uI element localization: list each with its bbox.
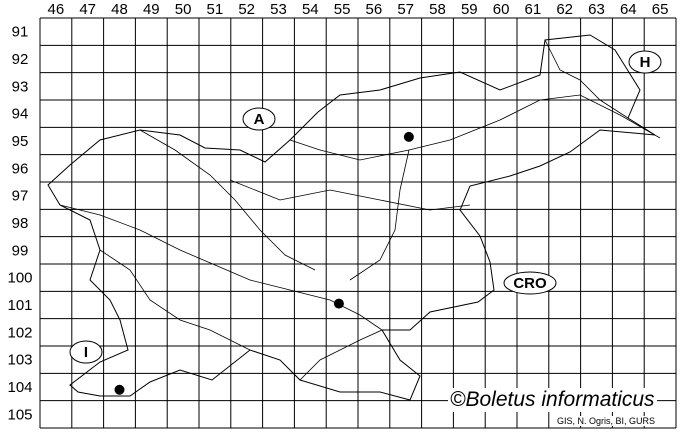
row-label: 91: [12, 24, 29, 41]
column-label: 60: [493, 1, 510, 18]
column-label: 48: [111, 1, 128, 18]
column-label: 51: [207, 1, 224, 18]
country-label-austria: A: [254, 111, 265, 128]
row-label: 98: [12, 215, 29, 232]
column-label: 47: [79, 1, 96, 18]
row-label: 104: [7, 379, 32, 396]
country-label-hungary: H: [640, 54, 651, 71]
column-label: 55: [334, 1, 351, 18]
row-label: 103: [7, 352, 32, 369]
row-label: 93: [12, 78, 29, 95]
column-label: 59: [461, 1, 478, 18]
column-label: 53: [270, 1, 287, 18]
row-label: 101: [7, 297, 32, 314]
column-label: 62: [556, 1, 573, 18]
country-label-croatia: CRO: [513, 275, 547, 292]
river: [59, 204, 383, 331]
row-label: 94: [12, 106, 29, 123]
copyright-text: ©Boletus informaticus: [448, 388, 657, 412]
country-label-oval: [242, 107, 276, 131]
row-label: 102: [7, 324, 32, 341]
column-label: 58: [429, 1, 446, 18]
column-label: 46: [48, 1, 65, 18]
column-label: 65: [652, 1, 669, 18]
credit-text: GIS, N. Ogris, BI, GURS: [556, 416, 657, 426]
column-label: 56: [366, 1, 383, 18]
country-border: [47, 34, 656, 401]
row-label: 99: [12, 242, 29, 259]
country-label-oval: [503, 271, 557, 295]
river: [544, 39, 629, 119]
row-label: 92: [12, 51, 29, 68]
river: [349, 149, 410, 281]
column-label: 63: [588, 1, 605, 18]
column-label: 54: [302, 1, 319, 18]
column-label: 57: [397, 1, 414, 18]
record-marker: [333, 298, 344, 309]
country-label-oval: [628, 50, 662, 74]
column-label: 49: [143, 1, 160, 18]
row-label: 97: [12, 188, 29, 205]
column-label: 50: [175, 1, 192, 18]
row-label: 100: [7, 270, 32, 287]
row-label: 95: [12, 133, 29, 150]
record-marker: [114, 384, 125, 395]
row-label: 96: [12, 160, 29, 177]
river: [299, 329, 383, 381]
row-label: 105: [7, 406, 32, 423]
river: [99, 249, 251, 351]
river: [139, 129, 316, 271]
column-label: 64: [620, 1, 637, 18]
column-label: 61: [525, 1, 542, 18]
river: [229, 179, 471, 211]
column-label: 52: [238, 1, 255, 18]
record-marker: [403, 131, 414, 142]
country-label-italy: I: [84, 344, 88, 361]
country-label-oval: [69, 340, 103, 364]
